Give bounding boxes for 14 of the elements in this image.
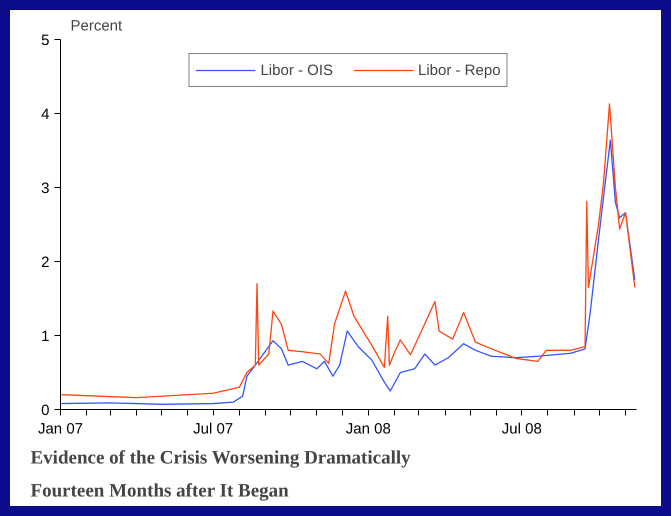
x-tick-label: Jul 08 (502, 420, 542, 438)
y-tick-label: 4 (41, 106, 50, 123)
y-axis-title: Percent (70, 18, 124, 34)
legend-label: Libor - OIS (260, 62, 333, 78)
x-tick-label: Jan 08 (346, 420, 391, 438)
y-tick-label: 1 (41, 328, 50, 345)
y-tick-label: 5 (41, 32, 50, 49)
legend-label: Libor - Repo (418, 62, 501, 78)
y-tick-label: 3 (41, 180, 50, 197)
y-tick-label: 2 (41, 254, 50, 271)
text: Evidence of the Crisis Worsening Dramatically Fourteen Months after It Began (30, 448, 412, 502)
x-tick-label: Jul 07 (193, 420, 234, 438)
x-tick-label: Jan 07 (38, 420, 84, 438)
y-tick-label: 0 (41, 402, 50, 419)
